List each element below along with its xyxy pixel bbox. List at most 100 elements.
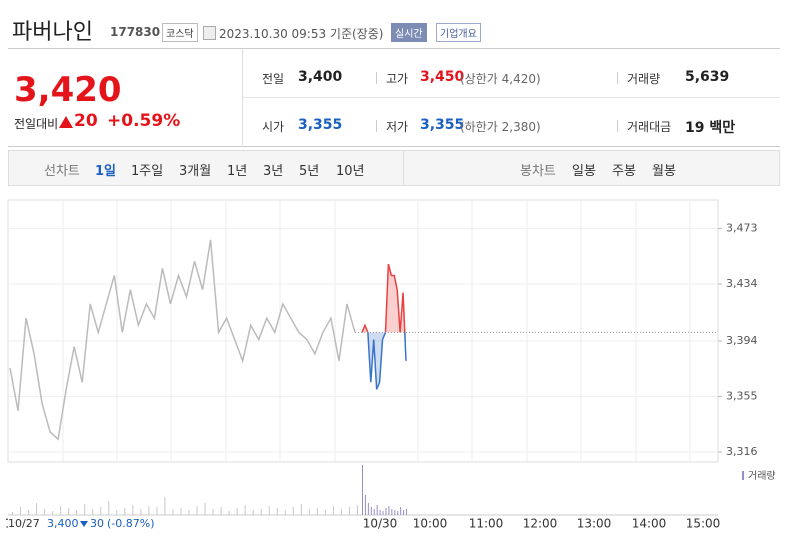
realtime-badge[interactable]: 실시간 [391,23,427,42]
tab[interactable]: 월봉 [652,164,676,179]
x-tick-label: 10/30 [363,517,398,531]
volume-bar [382,511,384,515]
y-tick-label: 3,316 [726,445,758,458]
tab[interactable]: 1일 [95,164,117,179]
divider [617,72,618,84]
volume-bar [364,495,366,515]
volume-bar [394,510,396,515]
x-tick-label: 13:00 [577,517,612,531]
tab[interactable]: 일봉 [572,164,596,179]
change: 20 [74,111,98,131]
volume-bar [373,509,375,515]
change-label: 전일대비 [14,117,59,131]
market: 코스닥 [162,23,198,42]
footer-bg [8,516,168,532]
volume-bar [196,506,198,515]
volume-bar [292,507,294,515]
change-pct: +0.59% [107,111,181,131]
x-tick-label: 14:00 [632,517,667,531]
stat-value: 3,400 [298,69,343,85]
volume-bar [276,508,278,515]
volume-bar [403,510,405,515]
volume-bar [132,505,134,515]
volume-bar [308,509,310,515]
stat-label: 거래대금 [627,120,672,134]
volume-bar [268,506,270,515]
volume-bar [76,510,78,515]
volume-legend: 거래량 [748,470,776,482]
volume-bar [391,509,393,515]
tab[interactable]: 주봉 [612,164,636,179]
volume-bar [20,507,22,515]
volume-bar [156,507,158,515]
volume-bar [100,507,102,515]
volume-bar [362,465,363,515]
calendar-icon [203,26,216,40]
stat-value: 5,639 [685,69,730,85]
tab[interactable]: 3개월 [179,164,212,179]
stat-label: 저가 [386,120,409,134]
volume-bar [108,501,110,515]
company-button[interactable]: 기업개요 [436,23,481,42]
price-line [9,239,356,441]
volume-bar [367,503,369,515]
footer-price: 3,400 [47,517,79,530]
volume-bar [406,509,407,515]
volume-bar [68,508,70,515]
tab[interactable]: 1년 [227,164,248,179]
stat-note: (상한가 4,420) [460,72,541,86]
volume-bar [370,507,372,515]
volume-bar [164,497,166,515]
stat-note: (하한가 2,380) [460,120,541,134]
y-tick-label: 3,473 [726,221,758,234]
volume-bar [148,506,150,515]
volume-bar [284,510,286,515]
footer-pct: (-0.87%) [107,517,155,530]
divider [376,72,377,84]
stat-label: 시가 [262,120,285,134]
price-line-up [361,263,406,333]
volume-bar [12,512,13,515]
volume-bar [60,506,62,515]
volume-bar [244,505,246,515]
price-line-down [361,332,407,390]
y-tick-label: 3,394 [726,334,758,347]
tab-label: 봉차트 [520,164,556,179]
volume-bar [52,511,54,515]
up-arrow [59,116,73,128]
y-tick-label: 3,355 [726,390,758,403]
volume-bar [212,509,214,515]
tab[interactable]: 10년 [336,164,365,179]
tab-label: 선차트 [44,164,80,179]
plot-frame [7,199,719,463]
stat-label: 고가 [386,72,409,86]
stock-name: 파버나인 [12,20,93,45]
stat-label: 전일 [262,72,285,86]
stat-value: 3,355 [298,117,343,133]
volume-bar [84,504,86,515]
volume-bar [92,509,94,515]
x-tick-label: 10:00 [413,517,448,531]
tab[interactable]: 5년 [299,164,320,179]
volume-bar [172,509,174,515]
volume-bar [44,509,46,515]
tab[interactable]: 1주일 [131,164,164,179]
volume-bar [140,509,142,515]
volume-bar [385,508,387,515]
stat-value: 3,450 [420,69,465,85]
volume-bar [204,503,206,515]
volume-bar [124,508,126,515]
volume-legend-swatch [742,471,744,480]
volume-bar [228,511,230,515]
tab[interactable]: 3년 [263,164,284,179]
volume-bar [357,505,358,515]
footer-date: 10/27 [8,517,40,530]
divider [242,49,243,145]
current-price: 3,420 [14,70,122,110]
stat-label: 거래량 [627,72,661,86]
volume-bar [340,509,342,515]
volume-bar [116,510,118,515]
x-tick-label: 12:00 [523,517,558,531]
volume-bar [400,507,402,515]
